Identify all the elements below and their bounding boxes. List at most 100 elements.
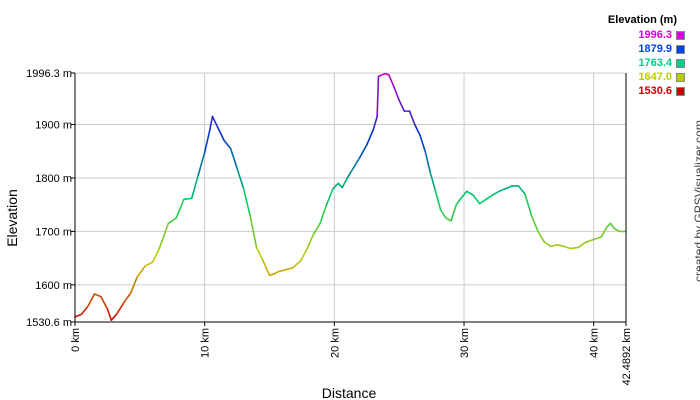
legend-entry: 1879.9 (555, 42, 685, 56)
profile-line (74, 72, 627, 321)
profile-segment (524, 193, 533, 217)
profile-segment (517, 185, 526, 195)
profile-segment (197, 151, 206, 177)
profile-segment (439, 209, 447, 219)
profile-segment (577, 241, 587, 249)
x-tick-label: 42.4892 km (621, 328, 633, 385)
profile-segment (376, 75, 380, 118)
profile-segment (408, 110, 416, 126)
profile-segment (365, 129, 375, 146)
profile-segment (284, 266, 294, 271)
profile-segment (563, 245, 572, 250)
profile-segment (398, 99, 406, 112)
profile-segment (413, 123, 421, 136)
profile-segment (445, 217, 452, 222)
x-tick-label: 30 km (459, 328, 471, 358)
legend-swatch (676, 86, 685, 96)
legend-entry: 1996.3 (555, 28, 685, 42)
credit-text: created by GPSVisualizer.com (692, 120, 700, 282)
profile-segment (325, 187, 334, 206)
legend-swatch (676, 58, 685, 68)
profile-segment (388, 73, 395, 88)
profile-segment (236, 167, 245, 190)
profile-segment (472, 194, 481, 205)
profile-segment (346, 166, 355, 179)
legend-value: 1763.4 (638, 57, 672, 69)
legend-entry: 1647.0 (555, 70, 685, 84)
profile-segment (491, 190, 500, 196)
profile-segment (209, 115, 214, 131)
profile-segment (123, 292, 132, 303)
profile-segment (144, 261, 154, 267)
x-tick-label: 40 km (589, 328, 601, 358)
profile-segment (129, 276, 139, 294)
profile-segment (249, 214, 258, 249)
profile-segment (136, 265, 146, 278)
profile-segment (585, 238, 595, 243)
grid (75, 72, 626, 323)
legend-swatch (676, 72, 685, 82)
profile-segment (465, 190, 474, 196)
y-axis-label: Elevation (4, 189, 20, 247)
profile-segment (299, 247, 308, 262)
legend-value: 1996.3 (638, 29, 672, 41)
profile-segment (424, 150, 432, 174)
profile-segment (255, 246, 264, 262)
profile-segment (543, 241, 552, 248)
x-tick-label: 10 km (200, 328, 212, 358)
profile-segment (337, 182, 343, 189)
profile-segment (393, 86, 401, 102)
profile-segment (152, 247, 161, 263)
legend-entry: 1530.6 (555, 84, 685, 98)
profile-segment (592, 235, 603, 241)
x-tick-label: 20 km (329, 328, 341, 358)
profile-segment (80, 305, 89, 316)
legend-swatch (676, 30, 685, 40)
profile-segment (485, 194, 494, 201)
profile-segment (353, 155, 362, 169)
profile-segment (332, 182, 340, 190)
profile-segment (504, 185, 513, 190)
y-tick-label: 1900 m (35, 119, 72, 131)
profile-segment (211, 115, 219, 128)
profile-segment (312, 222, 321, 235)
profile-segment (262, 260, 271, 277)
profile-segment (605, 222, 612, 228)
legend: Elevation (m) 1996.3 1879.9 1763.4 1647.0 15… (555, 12, 685, 98)
profile-segment (537, 230, 546, 243)
profile-segment (556, 243, 565, 248)
profile-segment (87, 293, 96, 308)
profile-segment (272, 270, 280, 275)
x-axis-label: Distance (322, 385, 377, 400)
y-tick-label: 1600 m (35, 280, 72, 292)
profile-segment (359, 144, 368, 158)
legend-value: 1530.6 (638, 85, 672, 97)
profile-segment (550, 243, 559, 248)
profile-segment (93, 293, 102, 298)
y-tick-label: 1800 m (35, 173, 72, 185)
y-tick-label: 1996.3 m (26, 68, 72, 80)
profile-segment (429, 171, 437, 193)
profile-segment (216, 126, 225, 142)
x-tick-label: 0 km (70, 328, 82, 352)
profile-segment (459, 190, 468, 201)
profile-segment (190, 174, 199, 200)
profile-segment (319, 203, 328, 225)
profile-segment (277, 269, 286, 273)
profile-segment (203, 129, 211, 154)
profile-segment (613, 227, 621, 233)
profile-segment (292, 260, 302, 269)
y-tick-label: 1530.6 m (26, 317, 72, 329)
profile-segment (455, 198, 461, 206)
y-tick-label: 1700 m (35, 226, 72, 238)
profile-segment (175, 198, 185, 219)
profile-segment (158, 222, 170, 250)
profile-segment (450, 203, 458, 222)
axes (74, 73, 627, 323)
profile-segment (74, 313, 83, 318)
legend-title: Elevation (m) (607, 14, 677, 26)
profile-segment (110, 313, 118, 321)
profile-segment (223, 139, 232, 150)
legend-swatch (676, 44, 685, 54)
